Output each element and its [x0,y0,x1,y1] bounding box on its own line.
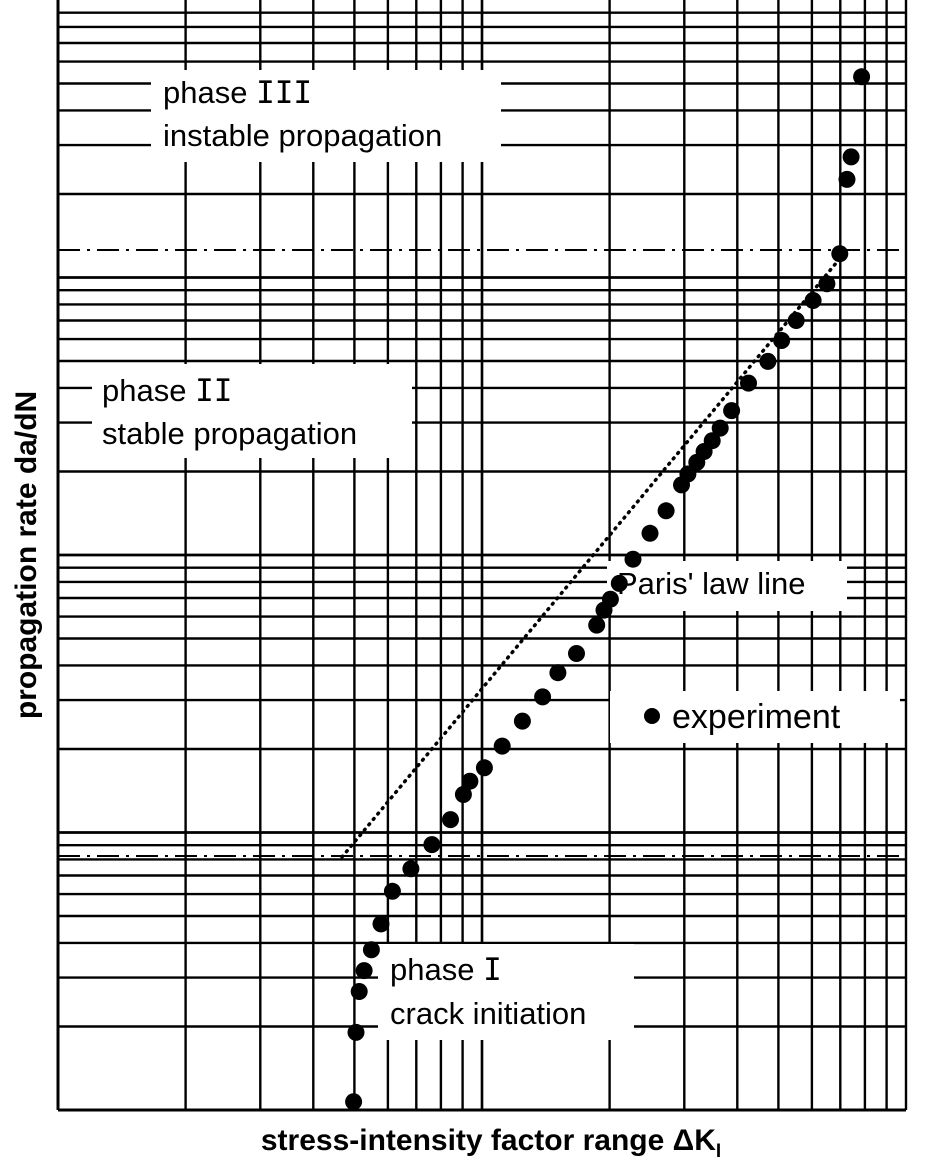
phase1-numeral: I [483,952,502,988]
experiment-point [493,737,511,755]
phase-boundaries [58,249,906,857]
experiment-point [740,374,757,392]
phase1-box [378,944,634,1040]
experiment-point [350,983,368,1000]
experiment-points [345,68,871,1111]
experiment-point [711,419,729,437]
experiment-point [442,811,459,829]
experiment-point [461,772,479,790]
x-axis-subscript: I [716,1141,721,1160]
legend-marker [644,708,660,724]
phase3-title: phase III [163,75,312,111]
x-axis-title: stress-intensity factor range ΔKI [261,1124,721,1160]
experiment-point [362,941,380,959]
experiment-point [345,1093,363,1111]
experiment-point [679,465,697,483]
paris-law-label: Paris' law line [617,566,806,601]
experiment-point [787,312,805,329]
phase2-numeral: II [195,373,232,409]
phase2-subtitle: stable propagation [102,416,357,451]
experiment-point [624,550,642,568]
legend: experiment [644,698,841,736]
experiment-point [588,616,606,634]
experiment-point [372,915,390,933]
phase1-label: phase I crack initiation [390,952,586,1031]
label-boxes [92,70,900,1040]
experiment-point [513,712,531,730]
experiment-point [657,502,675,520]
grid [58,0,908,1110]
experiment-point [534,688,552,706]
experiment-point [703,432,721,450]
phase3-numeral: III [256,75,312,111]
experiment-point [804,292,822,309]
phase1-title: phase I [390,952,502,988]
experiment-point [773,332,791,349]
y-axis-title: propagation rate da/dN [10,391,43,719]
experiment-point [549,664,567,682]
phase3-box [151,70,501,162]
legend-label: experiment [672,698,841,736]
frame [56,0,906,1112]
experiment-point [601,590,619,608]
experiment-point [402,860,420,878]
experiment-point [641,524,659,542]
paris-box [607,561,847,611]
experiment-point [723,402,741,420]
experiment-point [454,786,472,803]
experiment-point [475,759,493,777]
phase1-subtitle: crack initiation [390,996,586,1031]
experiment-point [347,1023,365,1041]
phase3-label: phase III instable propagation [163,75,442,153]
phase2-label: phase II stable propagation [102,373,357,451]
experiment-point [423,836,441,854]
experiment-point [610,574,628,592]
paris-law-line [340,254,844,859]
experiment-point [383,882,401,900]
experiment-point [568,645,585,662]
experiment-point [838,170,856,188]
experiment-point [355,962,373,980]
phase2-title: phase II [102,373,232,409]
phase2-box [92,364,412,458]
experiment-point [842,148,860,166]
experiment-point [853,68,871,86]
experiment-point [759,352,777,370]
phase3-subtitle: instable propagation [163,118,442,153]
experiment-point [818,275,836,293]
experiment-point [831,245,849,263]
